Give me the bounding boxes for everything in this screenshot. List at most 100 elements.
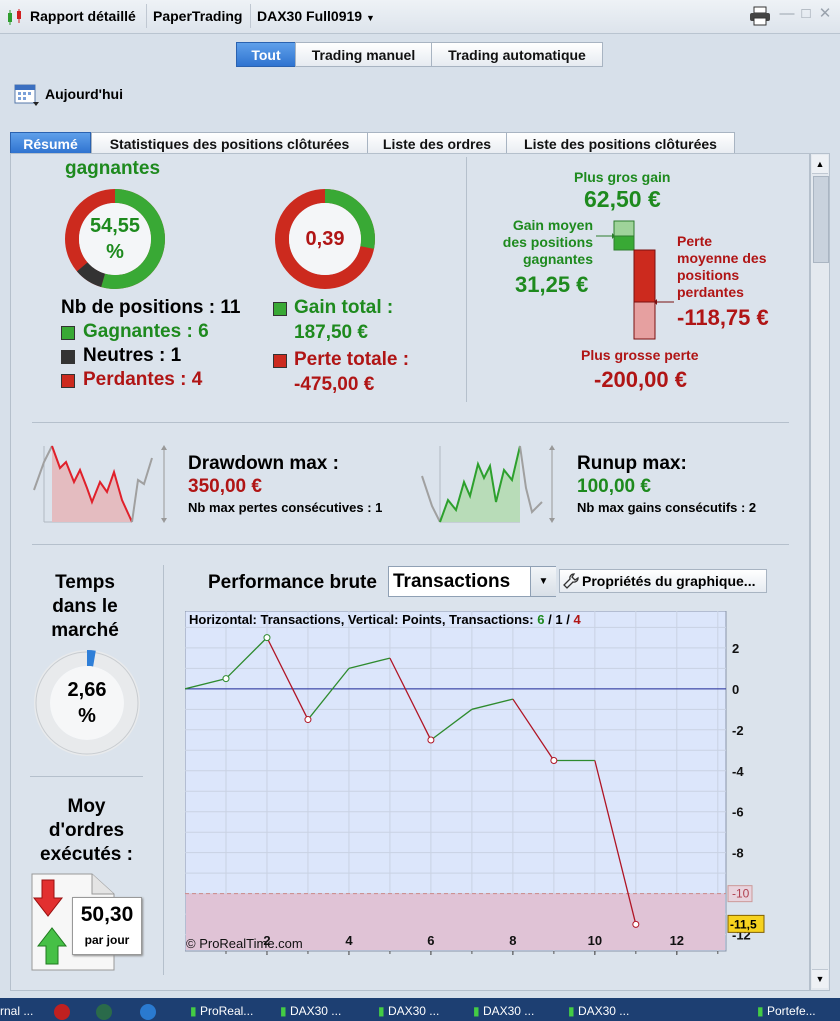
chevron-down-icon: ▼ xyxy=(365,13,375,23)
chart-info-win: 6 xyxy=(537,612,545,627)
market-time-label: Temps dans le marché xyxy=(30,571,140,643)
avg-loss-label-line3: positions xyxy=(677,267,740,283)
taskbar-label: DAX30 ... xyxy=(387,1004,440,1018)
market-time-gauge xyxy=(34,650,140,756)
maximize-icon[interactable]: □ xyxy=(801,5,811,22)
taskbar-item-portfolio[interactable]: ▮ Portefe... xyxy=(757,1001,816,1021)
calendar-icon[interactable] xyxy=(14,83,40,107)
tab-closed-stats[interactable]: Statistiques des positions clôturées xyxy=(91,132,368,154)
taskbar-item-dax1[interactable]: ▮ DAX30 ... xyxy=(280,1001,341,1021)
chart-info-prefix: Horizontal: Transactions, Vertical: Poin… xyxy=(189,612,534,627)
taskbar-item-dax4[interactable]: ▮ DAX30 ... xyxy=(568,1001,629,1021)
loss-total-value: -475,00 € xyxy=(294,374,375,395)
vertical-divider xyxy=(466,157,467,402)
app-icon-3[interactable] xyxy=(140,1004,156,1020)
x-tick-label: 10 xyxy=(588,933,602,948)
runup-value: 100,00 € xyxy=(577,476,651,497)
scroll-thumb[interactable] xyxy=(813,176,829,263)
neutral-legend-square xyxy=(61,350,75,364)
title-bar: Rapport détaillé PaperTrading DAX30 Full… xyxy=(0,0,840,34)
drawdown-sub: Nb max pertes consécutives : 1 xyxy=(188,500,383,515)
x-tick-label: 2 xyxy=(263,933,270,948)
date-filter[interactable]: Aujourd'hui xyxy=(45,86,123,102)
app-icon-2[interactable] xyxy=(96,1004,112,1020)
gain-total-label: Gain total : xyxy=(294,297,394,318)
win-rate-donut xyxy=(65,189,165,289)
taskbar-item-prorealtime[interactable]: ▮ ProReal... xyxy=(190,1001,253,1021)
chart-properties-button[interactable]: Propriétés du graphique... xyxy=(559,569,767,593)
wrench-icon xyxy=(563,573,579,589)
market-time-label-line1: Temps xyxy=(55,572,115,593)
orders-label-line2: d'ordres xyxy=(48,820,125,841)
taskbar-label: DAX30 ... xyxy=(289,1004,342,1018)
data-point xyxy=(222,675,230,683)
orders-label-line1: Moy xyxy=(67,796,106,817)
series-segment xyxy=(225,637,268,680)
close-icon[interactable]: ✕ xyxy=(818,5,832,22)
win-legend-square xyxy=(61,326,75,340)
taskbar-item-dax2[interactable]: ▮ DAX30 ... xyxy=(378,1001,439,1021)
x-tick-label: 8 xyxy=(509,933,516,948)
x-axis: 2 4 6 8 10 12 xyxy=(225,933,719,955)
market-time-label-line2: dans le xyxy=(52,596,118,617)
performance-chart: 2 4 6 8 10 12 20-2-4-6-8-12 -10 -11,5 xyxy=(185,611,765,955)
chart-info-neutral: 1 xyxy=(555,612,563,627)
candlestick-icon: ▮ xyxy=(378,1004,385,1018)
scroll-down-icon[interactable]: ▼ xyxy=(812,969,828,988)
y-tick-label: -4 xyxy=(732,764,744,779)
data-point xyxy=(304,716,312,724)
taskbar-item-journal[interactable]: rnal ... xyxy=(0,1004,34,1018)
avg-gain-label-line3: gagnantes xyxy=(522,251,593,267)
printer-icon[interactable] xyxy=(748,6,772,26)
series-segment xyxy=(594,760,637,925)
avg-gain-value: 31,25 € xyxy=(515,272,589,297)
performance-select[interactable]: Transactions ▼ xyxy=(388,566,556,597)
taskbar-item-dax3[interactable]: ▮ DAX30 ... xyxy=(473,1001,534,1021)
minimize-icon[interactable]: — xyxy=(779,5,795,22)
series-segment xyxy=(471,698,514,710)
series-segment xyxy=(348,657,391,669)
y-tick-label: 2 xyxy=(732,641,739,656)
avg-loss-label-line1: Perte xyxy=(677,233,713,249)
data-point xyxy=(263,634,271,642)
ratio-value: 0,39 xyxy=(305,228,345,250)
winners-heading: gagnantes xyxy=(65,158,161,179)
vertical-scrollbar[interactable]: ▲ ▼ xyxy=(810,153,830,991)
y-tick-label: -6 xyxy=(732,805,744,820)
y-tick-label: -8 xyxy=(732,846,744,861)
scroll-up-icon[interactable]: ▲ xyxy=(812,155,828,174)
chevron-down-icon[interactable]: ▼ xyxy=(530,567,556,596)
strategy-dropdown[interactable]: DAX30 Full0919 ▼ xyxy=(251,4,383,28)
gain-total-value: 187,50 € xyxy=(294,322,368,343)
series-segment xyxy=(185,677,227,690)
avg-gain-label-line2: des positions xyxy=(502,234,593,250)
report-title: Rapport détaillé xyxy=(24,4,147,28)
taskbar xyxy=(0,998,840,1021)
loss-total-label: Perte totale : xyxy=(294,349,410,370)
chart-properties-label: Propriétés du graphique... xyxy=(582,573,756,589)
candlestick-icon: ▮ xyxy=(473,1004,480,1018)
account-selector[interactable]: PaperTrading xyxy=(147,4,251,28)
segment-manual[interactable]: Trading manuel xyxy=(295,42,432,67)
segment-all[interactable]: Tout xyxy=(236,42,296,67)
last-value-label: -11,5 xyxy=(730,917,757,931)
x-tick-label: 12 xyxy=(670,933,684,948)
segment-auto[interactable]: Trading automatique xyxy=(431,42,603,67)
ratio-donut xyxy=(275,189,375,289)
x-tick-label: 4 xyxy=(345,933,353,948)
candlestick-icon: ▮ xyxy=(190,1004,197,1018)
tab-closed-positions[interactable]: Liste des positions clôturées xyxy=(506,132,735,154)
loss-legend-square xyxy=(61,374,75,388)
tab-summary[interactable]: Résumé xyxy=(10,132,91,154)
drawdown-label: Drawdown max : xyxy=(188,453,339,474)
horizontal-divider-2 xyxy=(32,544,789,545)
tab-orders[interactable]: Liste des ordres xyxy=(367,132,507,154)
gain-loss-bar-graphic xyxy=(596,220,674,340)
x-tick-label: 6 xyxy=(427,933,434,948)
avg-loss-label-line4: perdantes xyxy=(677,284,744,300)
series-segment xyxy=(266,637,309,720)
drawdown-value: 350,00 € xyxy=(188,476,262,497)
app-icon[interactable] xyxy=(54,1004,70,1020)
chart-info-loss: 4 xyxy=(573,612,581,627)
horizontal-divider-3 xyxy=(30,776,143,777)
